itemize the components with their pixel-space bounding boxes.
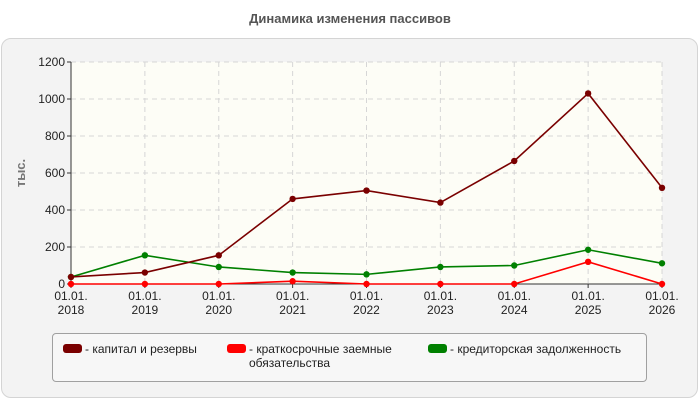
data-point-2 <box>584 246 592 253</box>
y-tick-label: 0 <box>58 277 65 291</box>
data-point-2 <box>215 263 222 271</box>
data-point-1 <box>584 258 592 265</box>
legend-label-capital: - капитал и резервы <box>85 342 197 356</box>
x-tick-label: 01.01. 2020 <box>202 289 235 317</box>
data-point-2 <box>289 269 296 276</box>
x-tick-label: 01.01. 2026 <box>645 289 678 317</box>
data-point-0 <box>141 269 149 276</box>
data-point-1 <box>67 280 75 288</box>
legend-swatch-accounts-payable <box>428 344 447 353</box>
legend-label-short-term-loans: - краткосрочные заемные обязательства <box>249 342 392 370</box>
x-tick-label: 01.01. 2023 <box>424 289 457 317</box>
data-point-1 <box>363 280 370 288</box>
y-tick-label: 600 <box>45 166 65 180</box>
chart-title: Динамика изменения пассивов <box>249 11 451 26</box>
x-tick-label: 01.01. 2018 <box>54 289 87 317</box>
data-point-2 <box>437 263 444 271</box>
x-tick-label: 01.01. 2025 <box>571 289 604 317</box>
x-tick-label: 01.01. 2024 <box>498 289 531 317</box>
data-point-1 <box>215 280 222 288</box>
legend-label-accounts-payable: - кредиторская задолженность <box>450 342 622 356</box>
data-point-1 <box>511 280 518 288</box>
y-tick-label: 200 <box>45 240 65 254</box>
y-axis-label: тыс. <box>13 159 28 187</box>
data-point-0 <box>215 252 222 259</box>
data-point-0 <box>511 157 518 165</box>
data-point-1 <box>289 278 296 285</box>
data-point-2 <box>511 262 518 269</box>
data-point-0 <box>363 187 370 194</box>
y-tick-label: 800 <box>45 129 65 143</box>
data-point-0 <box>289 195 296 203</box>
y-tick-label: 400 <box>45 203 65 217</box>
data-point-1 <box>658 280 666 288</box>
x-tick-label: 01.01. 2021 <box>276 289 309 317</box>
legend-swatch-short-term-loans <box>227 344 246 353</box>
data-point-0 <box>658 184 666 191</box>
data-point-1 <box>141 280 149 288</box>
x-tick-label: 01.01. 2019 <box>128 289 161 317</box>
data-point-2 <box>141 252 149 259</box>
legend-swatch-capital <box>63 344 82 353</box>
y-tick-label: 1000 <box>38 92 65 106</box>
data-point-0 <box>584 90 592 97</box>
data-point-2 <box>363 271 370 278</box>
data-point-1 <box>437 280 444 288</box>
x-tick-label: 01.01. 2022 <box>350 289 383 317</box>
chart-legend: - капитал и резервы - краткосрочные заем… <box>52 333 647 382</box>
y-tick-label: 1200 <box>38 55 65 69</box>
data-point-0 <box>67 273 75 281</box>
data-point-2 <box>658 260 666 267</box>
data-point-0 <box>437 199 444 206</box>
